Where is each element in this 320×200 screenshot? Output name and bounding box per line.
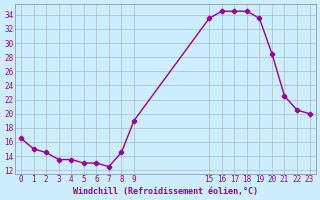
X-axis label: Windchill (Refroidissement éolien,°C): Windchill (Refroidissement éolien,°C)	[73, 187, 258, 196]
